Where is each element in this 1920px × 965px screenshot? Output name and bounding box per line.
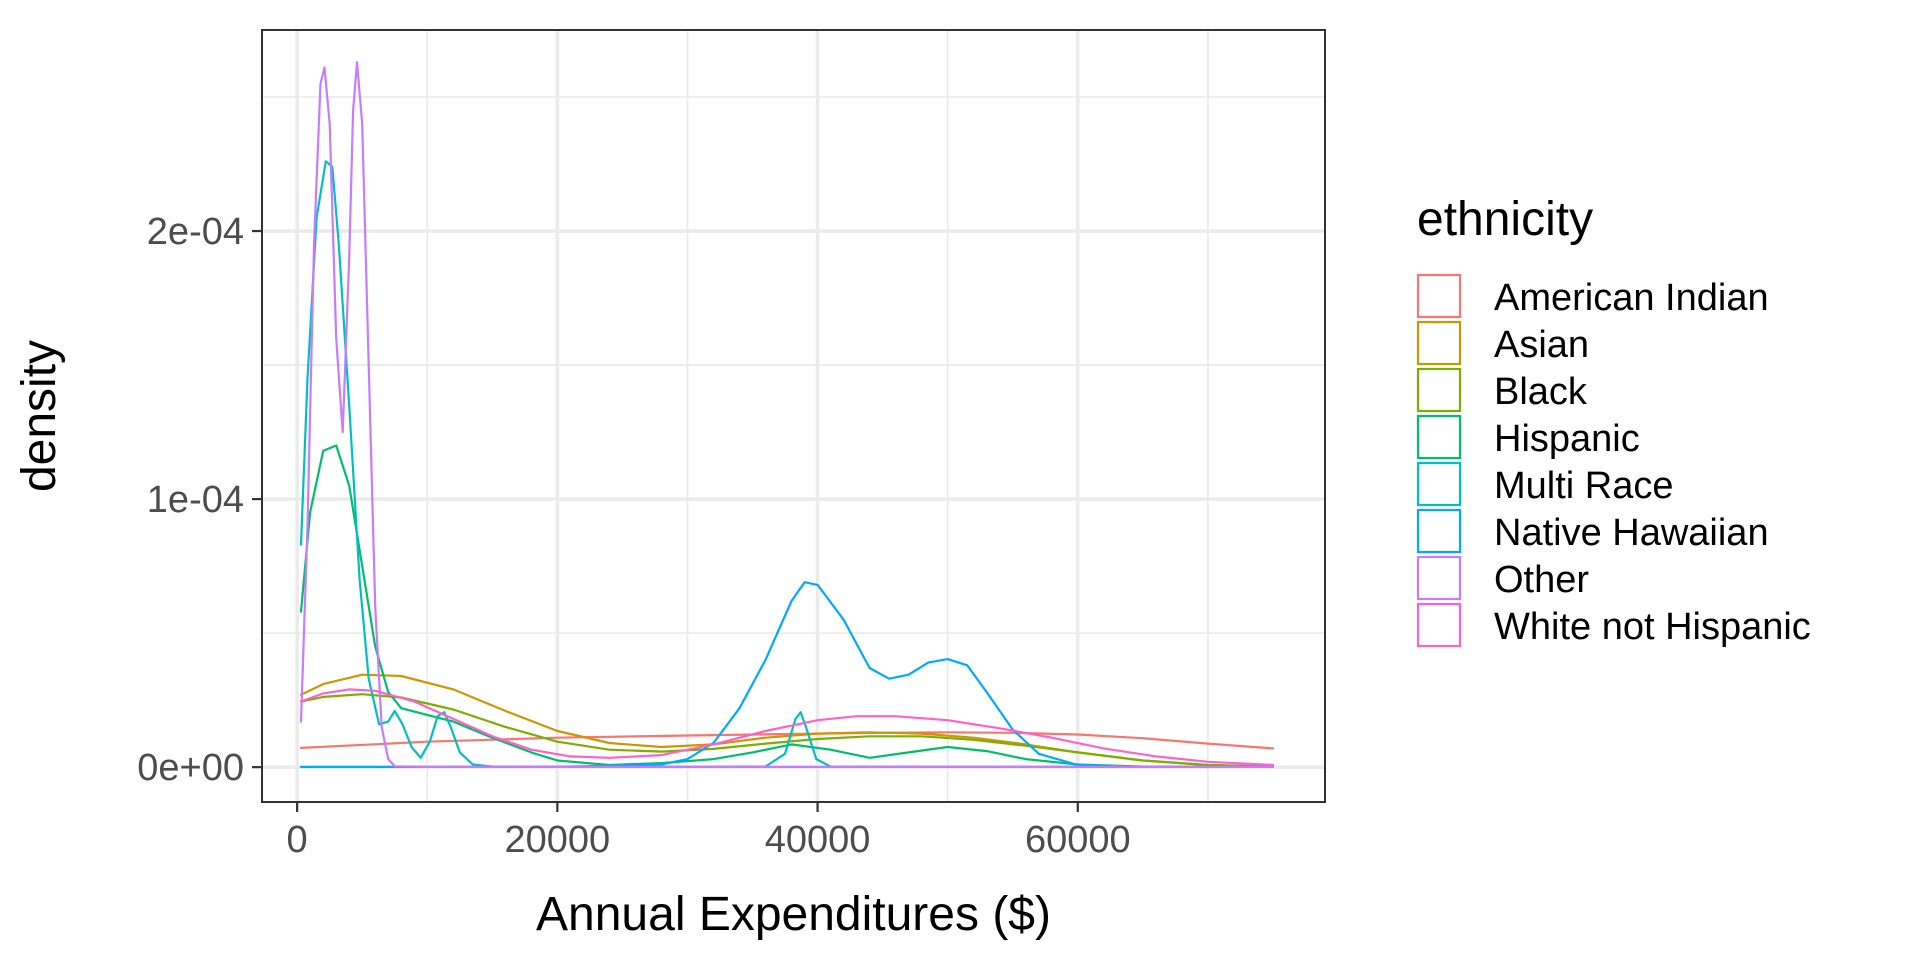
legend-label: Asian [1494,324,1589,366]
series-line-white-not-hispanic [299,688,1275,767]
legend-title: ethnicity [1417,193,1593,246]
legend-key [1416,414,1462,460]
legend-key [1416,602,1462,648]
legend-item: Asian [1416,320,1589,366]
legend-key [1416,320,1462,366]
legend-item: Black [1416,367,1588,413]
legend-key [1416,508,1462,554]
series-layer [299,61,1275,769]
legend-key [1416,273,1462,319]
legend-items: American Indian Asian Black Hispanic Multi R… [1416,273,1811,648]
panel-border [261,29,1326,803]
minor-gridlines [262,30,1325,802]
legend-key [1416,461,1462,507]
legend: ethnicity American Indian Asian Black Hispa… [1416,193,1811,648]
legend-label: Hispanic [1494,418,1640,460]
y-tick-label: 1e-04 [147,479,244,521]
legend-item: Other [1416,555,1589,601]
legend-label: American Indian [1494,277,1769,319]
series-line-other [299,61,1275,769]
legend-item: American Indian [1416,273,1769,319]
legend-item: Hispanic [1416,414,1640,460]
y-axis-title: density [13,340,66,492]
x-tick-label: 40000 [765,819,871,861]
legend-key [1416,367,1462,413]
legend-label: Black [1494,371,1588,413]
x-tick-label: 60000 [1025,819,1131,861]
legend-item: White not Hispanic [1416,602,1811,648]
series-line-native-hawaiian [299,581,1275,769]
legend-label: Other [1494,559,1589,601]
legend-label: Multi Race [1494,465,1674,507]
legend-label: Native Hawaiian [1494,512,1769,554]
x-tick-label: 0 [287,819,308,861]
x-axis-title: Annual Expenditures ($) [536,888,1051,941]
y-tick-label: 0e+00 [137,747,244,789]
legend-item: Native Hawaiian [1416,508,1769,554]
legend-key [1416,555,1462,601]
y-tick-label: 2e-04 [147,211,244,253]
x-axis: 0 20000 40000 60000 [287,802,1131,861]
legend-item: Multi Race [1416,461,1674,507]
legend-label: White not Hispanic [1494,606,1811,648]
y-axis: 0e+00 1e-04 2e-04 [137,211,262,789]
x-tick-label: 20000 [505,819,611,861]
